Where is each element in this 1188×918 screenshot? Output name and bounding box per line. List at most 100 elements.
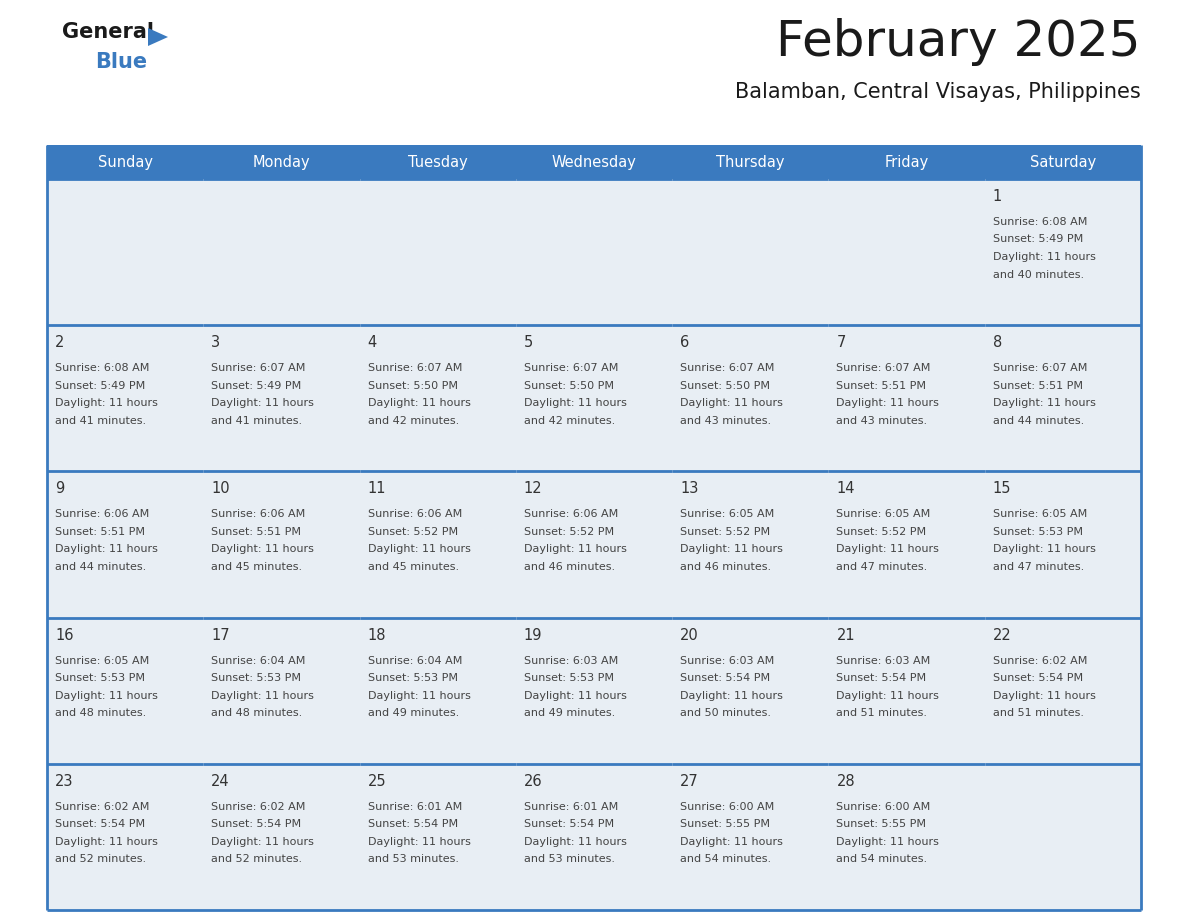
- Bar: [828, 618, 985, 764]
- Text: Daylight: 11 hours: Daylight: 11 hours: [993, 690, 1095, 700]
- Text: 12: 12: [524, 481, 543, 497]
- Text: 13: 13: [681, 481, 699, 497]
- Text: 7: 7: [836, 335, 846, 350]
- Text: Sunrise: 6:00 AM: Sunrise: 6:00 AM: [836, 801, 930, 812]
- Text: and 49 minutes.: and 49 minutes.: [367, 708, 459, 718]
- Text: Sunrise: 6:05 AM: Sunrise: 6:05 AM: [836, 509, 930, 520]
- Text: and 43 minutes.: and 43 minutes.: [836, 416, 928, 426]
- Text: 18: 18: [367, 628, 386, 643]
- Bar: [203, 325, 360, 472]
- Bar: [203, 472, 360, 618]
- Text: Sunset: 5:49 PM: Sunset: 5:49 PM: [993, 234, 1083, 244]
- Bar: [672, 764, 828, 910]
- Text: Sunrise: 6:06 AM: Sunrise: 6:06 AM: [55, 509, 150, 520]
- Text: Daylight: 11 hours: Daylight: 11 hours: [524, 690, 627, 700]
- Bar: [360, 145, 516, 179]
- Text: Sunrise: 6:06 AM: Sunrise: 6:06 AM: [524, 509, 618, 520]
- Text: and 52 minutes.: and 52 minutes.: [55, 855, 146, 865]
- Text: 28: 28: [836, 774, 855, 789]
- Text: 4: 4: [367, 335, 377, 350]
- Text: Sunrise: 6:07 AM: Sunrise: 6:07 AM: [836, 364, 931, 374]
- Text: and 49 minutes.: and 49 minutes.: [524, 708, 615, 718]
- Text: 15: 15: [993, 481, 1011, 497]
- Bar: [828, 145, 985, 179]
- Bar: [828, 764, 985, 910]
- Bar: [516, 145, 672, 179]
- Text: Daylight: 11 hours: Daylight: 11 hours: [836, 837, 940, 846]
- Text: Sunrise: 6:02 AM: Sunrise: 6:02 AM: [55, 801, 150, 812]
- Text: 10: 10: [211, 481, 230, 497]
- Text: 16: 16: [55, 628, 74, 643]
- Bar: [360, 618, 516, 764]
- Text: Sunday: Sunday: [97, 154, 152, 170]
- Bar: [203, 179, 360, 325]
- Text: Daylight: 11 hours: Daylight: 11 hours: [681, 544, 783, 554]
- Text: Wednesday: Wednesday: [551, 154, 637, 170]
- Text: 23: 23: [55, 774, 74, 789]
- Text: Sunrise: 6:08 AM: Sunrise: 6:08 AM: [993, 217, 1087, 227]
- Text: and 50 minutes.: and 50 minutes.: [681, 708, 771, 718]
- Text: Sunset: 5:54 PM: Sunset: 5:54 PM: [993, 673, 1082, 683]
- Bar: [516, 472, 672, 618]
- Text: and 53 minutes.: and 53 minutes.: [524, 855, 615, 865]
- Text: Sunrise: 6:05 AM: Sunrise: 6:05 AM: [993, 509, 1087, 520]
- Text: Sunset: 5:53 PM: Sunset: 5:53 PM: [993, 527, 1082, 537]
- Bar: [985, 179, 1140, 325]
- Text: Daylight: 11 hours: Daylight: 11 hours: [367, 398, 470, 409]
- Bar: [985, 764, 1140, 910]
- Text: and 41 minutes.: and 41 minutes.: [55, 416, 146, 426]
- Text: and 47 minutes.: and 47 minutes.: [836, 562, 928, 572]
- Text: Sunrise: 6:04 AM: Sunrise: 6:04 AM: [367, 655, 462, 666]
- Text: 14: 14: [836, 481, 855, 497]
- Text: Daylight: 11 hours: Daylight: 11 hours: [211, 544, 314, 554]
- Bar: [48, 618, 203, 764]
- Text: Daylight: 11 hours: Daylight: 11 hours: [681, 398, 783, 409]
- Text: Sunset: 5:49 PM: Sunset: 5:49 PM: [55, 381, 145, 391]
- Text: and 45 minutes.: and 45 minutes.: [367, 562, 459, 572]
- Text: Sunrise: 6:04 AM: Sunrise: 6:04 AM: [211, 655, 305, 666]
- Text: Sunset: 5:54 PM: Sunset: 5:54 PM: [681, 673, 770, 683]
- Text: Sunset: 5:49 PM: Sunset: 5:49 PM: [211, 381, 302, 391]
- Text: Sunset: 5:53 PM: Sunset: 5:53 PM: [211, 673, 302, 683]
- Text: Sunset: 5:52 PM: Sunset: 5:52 PM: [836, 527, 927, 537]
- Text: Daylight: 11 hours: Daylight: 11 hours: [993, 398, 1095, 409]
- Text: and 46 minutes.: and 46 minutes.: [524, 562, 615, 572]
- Text: Sunset: 5:55 PM: Sunset: 5:55 PM: [836, 819, 927, 829]
- Text: 11: 11: [367, 481, 386, 497]
- Text: Thursday: Thursday: [716, 154, 784, 170]
- Text: Sunset: 5:52 PM: Sunset: 5:52 PM: [524, 527, 614, 537]
- Text: 19: 19: [524, 628, 543, 643]
- Bar: [516, 618, 672, 764]
- Text: Sunset: 5:52 PM: Sunset: 5:52 PM: [681, 527, 770, 537]
- Text: Daylight: 11 hours: Daylight: 11 hours: [55, 544, 158, 554]
- Bar: [672, 325, 828, 472]
- Text: and 46 minutes.: and 46 minutes.: [681, 562, 771, 572]
- Text: Daylight: 11 hours: Daylight: 11 hours: [55, 690, 158, 700]
- Text: Tuesday: Tuesday: [407, 154, 468, 170]
- Bar: [203, 764, 360, 910]
- Text: and 44 minutes.: and 44 minutes.: [55, 562, 146, 572]
- Text: and 45 minutes.: and 45 minutes.: [211, 562, 303, 572]
- Bar: [48, 764, 203, 910]
- Text: Sunrise: 6:07 AM: Sunrise: 6:07 AM: [993, 364, 1087, 374]
- Text: 20: 20: [681, 628, 699, 643]
- Text: Sunset: 5:53 PM: Sunset: 5:53 PM: [524, 673, 614, 683]
- Text: Blue: Blue: [95, 52, 147, 72]
- Text: Monday: Monday: [253, 154, 310, 170]
- Bar: [516, 179, 672, 325]
- Text: Sunrise: 6:00 AM: Sunrise: 6:00 AM: [681, 801, 775, 812]
- Bar: [360, 179, 516, 325]
- Text: Sunset: 5:54 PM: Sunset: 5:54 PM: [55, 819, 145, 829]
- Text: Sunset: 5:51 PM: Sunset: 5:51 PM: [836, 381, 927, 391]
- Text: Sunset: 5:50 PM: Sunset: 5:50 PM: [524, 381, 614, 391]
- Text: Sunset: 5:54 PM: Sunset: 5:54 PM: [524, 819, 614, 829]
- Text: 8: 8: [993, 335, 1001, 350]
- Text: Daylight: 11 hours: Daylight: 11 hours: [367, 837, 470, 846]
- Text: Sunrise: 6:08 AM: Sunrise: 6:08 AM: [55, 364, 150, 374]
- Text: 3: 3: [211, 335, 221, 350]
- Text: Sunrise: 6:06 AM: Sunrise: 6:06 AM: [367, 509, 462, 520]
- Text: Sunrise: 6:05 AM: Sunrise: 6:05 AM: [55, 655, 150, 666]
- Polygon shape: [148, 28, 168, 46]
- Text: Sunrise: 6:05 AM: Sunrise: 6:05 AM: [681, 509, 775, 520]
- Text: 1: 1: [993, 189, 1001, 204]
